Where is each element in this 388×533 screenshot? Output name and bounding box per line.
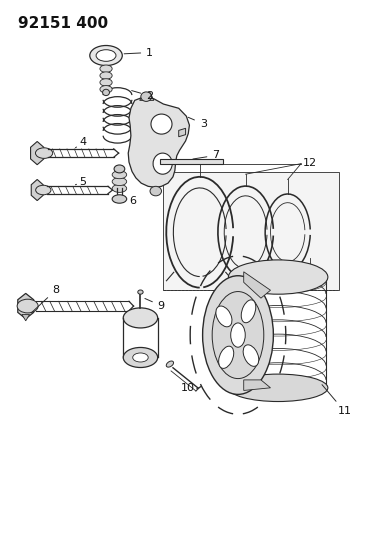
- Ellipse shape: [229, 260, 328, 294]
- Text: 11: 11: [322, 385, 352, 416]
- Ellipse shape: [100, 72, 112, 79]
- Text: 10: 10: [181, 383, 195, 393]
- Ellipse shape: [153, 153, 172, 174]
- Polygon shape: [244, 272, 270, 298]
- Polygon shape: [128, 96, 189, 188]
- Ellipse shape: [166, 361, 173, 367]
- Polygon shape: [18, 293, 34, 319]
- Ellipse shape: [150, 187, 161, 196]
- Text: 8: 8: [31, 285, 60, 313]
- Ellipse shape: [100, 86, 112, 93]
- Ellipse shape: [112, 177, 127, 185]
- Ellipse shape: [102, 90, 109, 95]
- Text: 4: 4: [75, 137, 87, 148]
- Ellipse shape: [133, 353, 148, 362]
- Ellipse shape: [123, 348, 158, 368]
- Text: 92151 400: 92151 400: [18, 16, 108, 31]
- Ellipse shape: [100, 65, 112, 72]
- Ellipse shape: [112, 195, 127, 203]
- Polygon shape: [22, 314, 29, 321]
- Ellipse shape: [17, 299, 38, 313]
- Polygon shape: [140, 92, 154, 100]
- Ellipse shape: [138, 290, 143, 294]
- Text: 12: 12: [303, 158, 317, 167]
- Ellipse shape: [216, 306, 232, 327]
- Ellipse shape: [35, 148, 53, 158]
- Ellipse shape: [36, 185, 51, 195]
- Ellipse shape: [141, 92, 152, 101]
- Polygon shape: [159, 159, 223, 164]
- Ellipse shape: [243, 345, 259, 366]
- Ellipse shape: [219, 346, 234, 368]
- Ellipse shape: [203, 276, 274, 394]
- Ellipse shape: [212, 292, 264, 378]
- Text: 6: 6: [129, 196, 136, 206]
- Ellipse shape: [114, 165, 125, 173]
- Text: 1: 1: [124, 47, 153, 58]
- Ellipse shape: [151, 114, 172, 134]
- Ellipse shape: [100, 79, 112, 86]
- Text: 9: 9: [145, 298, 165, 311]
- Polygon shape: [31, 180, 43, 200]
- Ellipse shape: [231, 323, 245, 347]
- Text: 2: 2: [132, 91, 153, 101]
- Polygon shape: [244, 277, 263, 383]
- Polygon shape: [163, 172, 340, 290]
- Ellipse shape: [229, 374, 328, 401]
- Text: 3: 3: [188, 117, 207, 129]
- Ellipse shape: [96, 50, 116, 61]
- Ellipse shape: [112, 171, 127, 179]
- Text: 7: 7: [193, 150, 220, 160]
- Polygon shape: [244, 380, 270, 391]
- Ellipse shape: [241, 300, 256, 323]
- Ellipse shape: [90, 45, 122, 66]
- Ellipse shape: [112, 184, 127, 192]
- Text: 5: 5: [75, 177, 86, 187]
- Ellipse shape: [123, 308, 158, 328]
- Polygon shape: [31, 141, 44, 165]
- Polygon shape: [179, 128, 185, 137]
